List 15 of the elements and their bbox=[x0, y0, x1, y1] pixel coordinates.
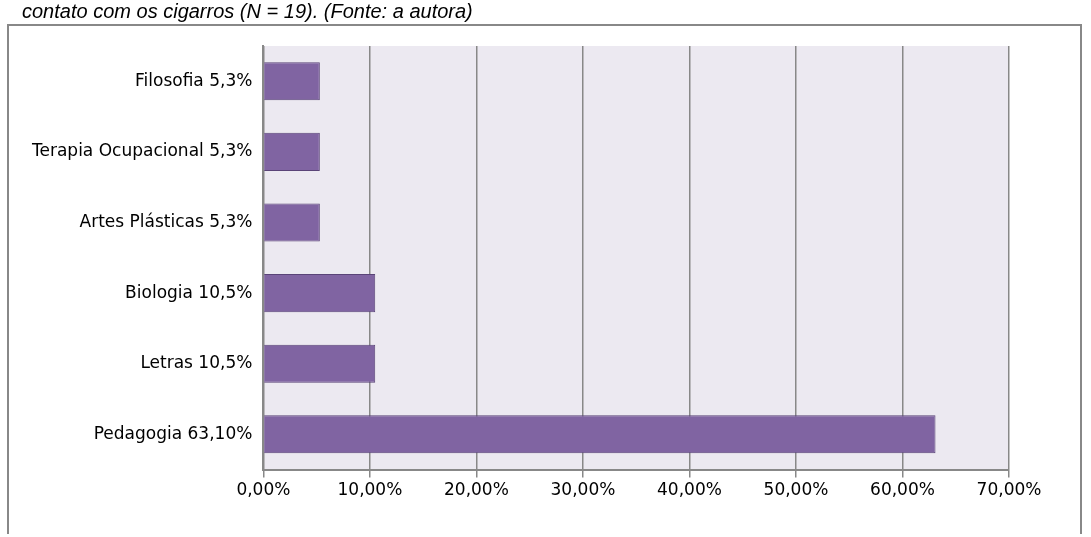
x-tick-label: 40,00% bbox=[657, 479, 722, 500]
y-tick-label: Letras 10,5% bbox=[140, 352, 253, 373]
x-tick-label: 30,00% bbox=[550, 479, 616, 500]
y-tick-label: Filosofia 5,3% bbox=[135, 69, 253, 90]
x-tick-label: 20,00% bbox=[444, 479, 509, 500]
chart-title: contato com os cigarros (N = 19). (Fonte: a autora) bbox=[22, 0, 473, 22]
y-tick-label: Artes Plásticas 5,3% bbox=[79, 210, 253, 231]
x-tick-label: 10,00% bbox=[337, 479, 403, 500]
x-tick-label: 50,00% bbox=[763, 479, 829, 500]
x-tick-label: 0,00% bbox=[236, 479, 291, 500]
y-tick-label: Pedagogia 63,10% bbox=[93, 422, 253, 443]
y-tick-label: Terapia Ocupacional 5,3% bbox=[31, 140, 253, 161]
x-tick-label: 60,00% bbox=[870, 479, 935, 500]
y-tick-label: Biologia 10,5% bbox=[125, 281, 253, 302]
x-tick-label: 70,00% bbox=[976, 479, 1042, 500]
